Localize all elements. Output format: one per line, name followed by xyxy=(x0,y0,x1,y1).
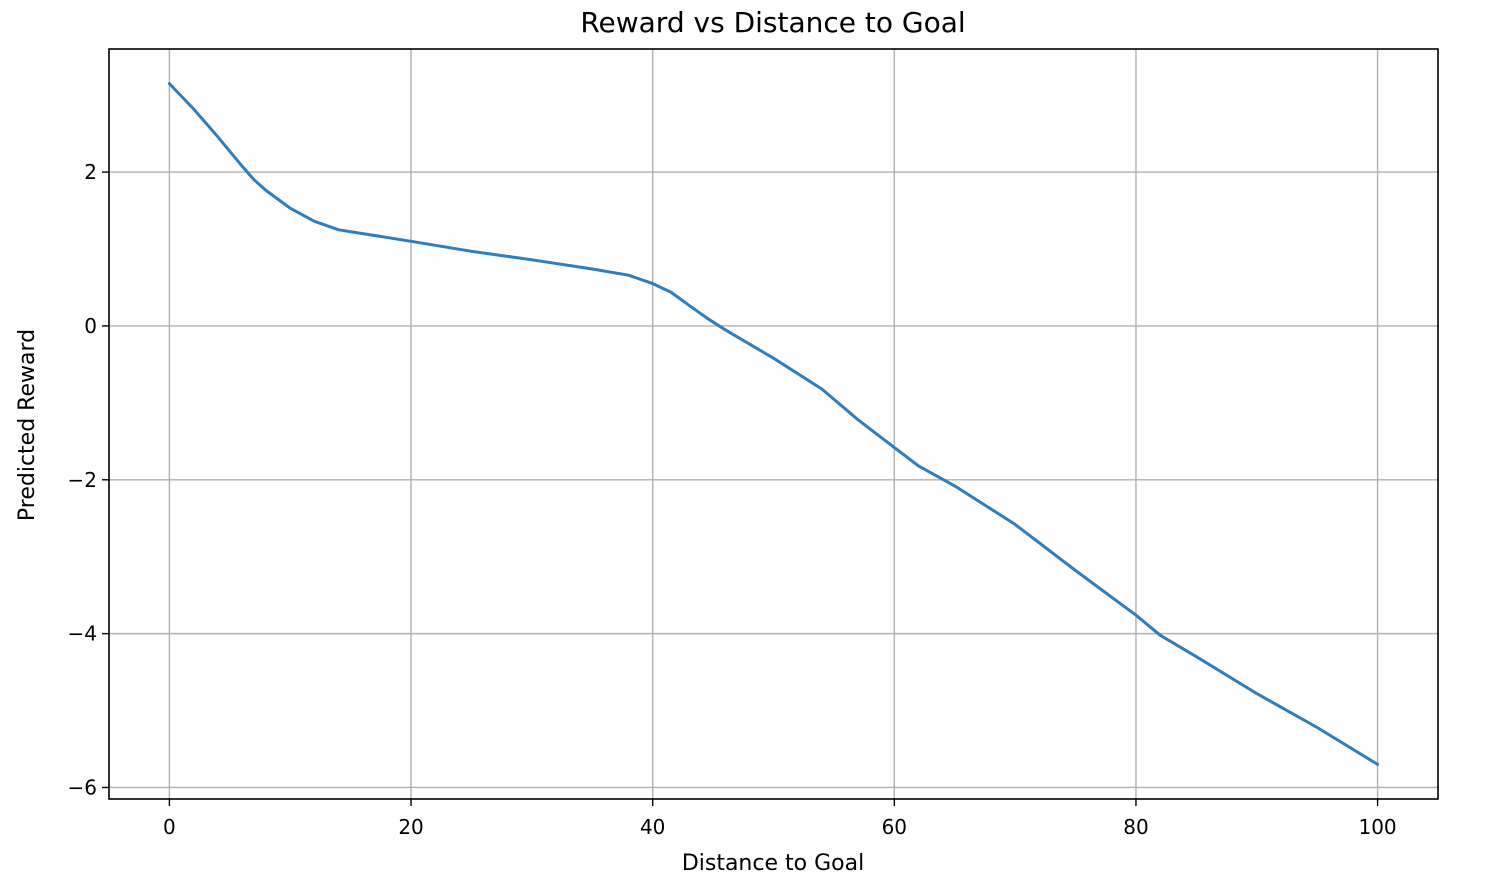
x-tick-label: 60 xyxy=(882,815,907,839)
y-tick-label: −6 xyxy=(68,775,97,799)
y-axis-title: Predicted Reward xyxy=(15,329,40,521)
y-axis-ticks: −6 −4 −2 0 2 xyxy=(68,160,109,799)
series-line xyxy=(167,82,1380,766)
x-tick-label: 40 xyxy=(640,815,665,839)
x-axis-ticks: 0 20 40 60 80 100 xyxy=(163,799,1397,839)
x-tick-label: 100 xyxy=(1358,815,1396,839)
grid xyxy=(109,49,1438,799)
y-tick-label: 0 xyxy=(84,314,97,338)
x-tick-label: 0 xyxy=(163,815,176,839)
y-tick-label: 2 xyxy=(84,160,97,184)
plot-area xyxy=(167,82,1380,766)
x-tick-label: 80 xyxy=(1123,815,1148,839)
y-tick-label: −4 xyxy=(68,622,97,646)
y-tick-label: −2 xyxy=(68,468,97,492)
plot-frame xyxy=(108,48,1439,800)
chart-title: Reward vs Distance to Goal xyxy=(580,6,965,39)
x-tick-label: 20 xyxy=(398,815,423,839)
x-axis-title: Distance to Goal xyxy=(682,851,864,876)
